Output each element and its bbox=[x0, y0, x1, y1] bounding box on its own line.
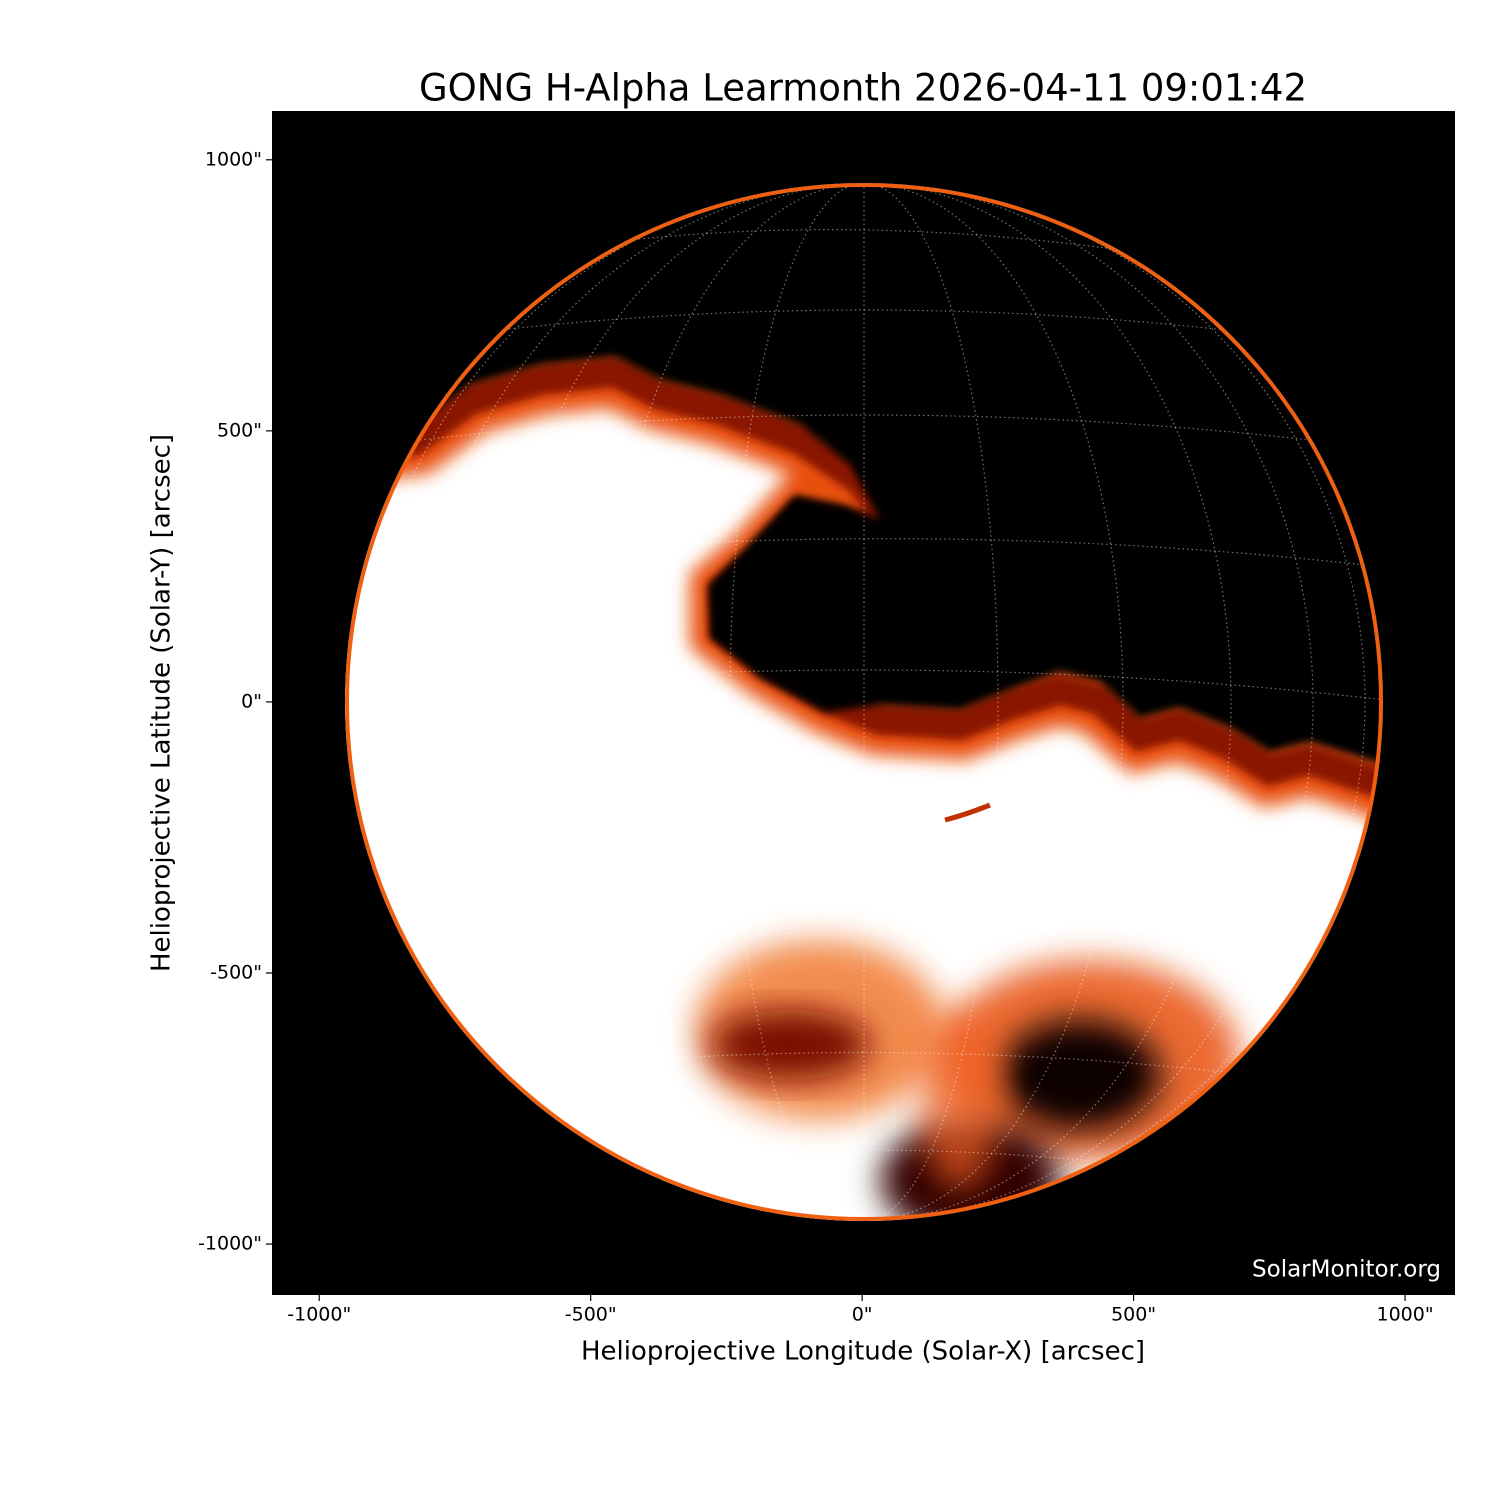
x-tick-label: 0" bbox=[852, 1304, 873, 1326]
coordinate-grid bbox=[345, 183, 1383, 1221]
watermark: SolarMonitor.org bbox=[1252, 1257, 1441, 1283]
x-tick-label: 1000" bbox=[1377, 1304, 1434, 1326]
x-tick-label: -1000" bbox=[287, 1304, 351, 1326]
y-tick-label: 500" bbox=[217, 419, 262, 441]
y-tick-label: 0" bbox=[241, 690, 262, 712]
y-tick-label: -1000" bbox=[198, 1233, 262, 1255]
chart-title: GONG H-Alpha Learmonth 2026-04-11 09:01:… bbox=[419, 67, 1307, 110]
y-tick-label: -500" bbox=[210, 961, 262, 983]
y-tick-label: 1000" bbox=[205, 148, 262, 170]
x-tick-label: 500" bbox=[1111, 1304, 1156, 1326]
y-axis-label: Helioprojective Latitude (Solar-Y) [arcs… bbox=[147, 434, 177, 972]
x-tick-label: -500" bbox=[565, 1304, 617, 1326]
x-axis-label: Helioprojective Longitude (Solar-X) [arc… bbox=[581, 1337, 1145, 1367]
